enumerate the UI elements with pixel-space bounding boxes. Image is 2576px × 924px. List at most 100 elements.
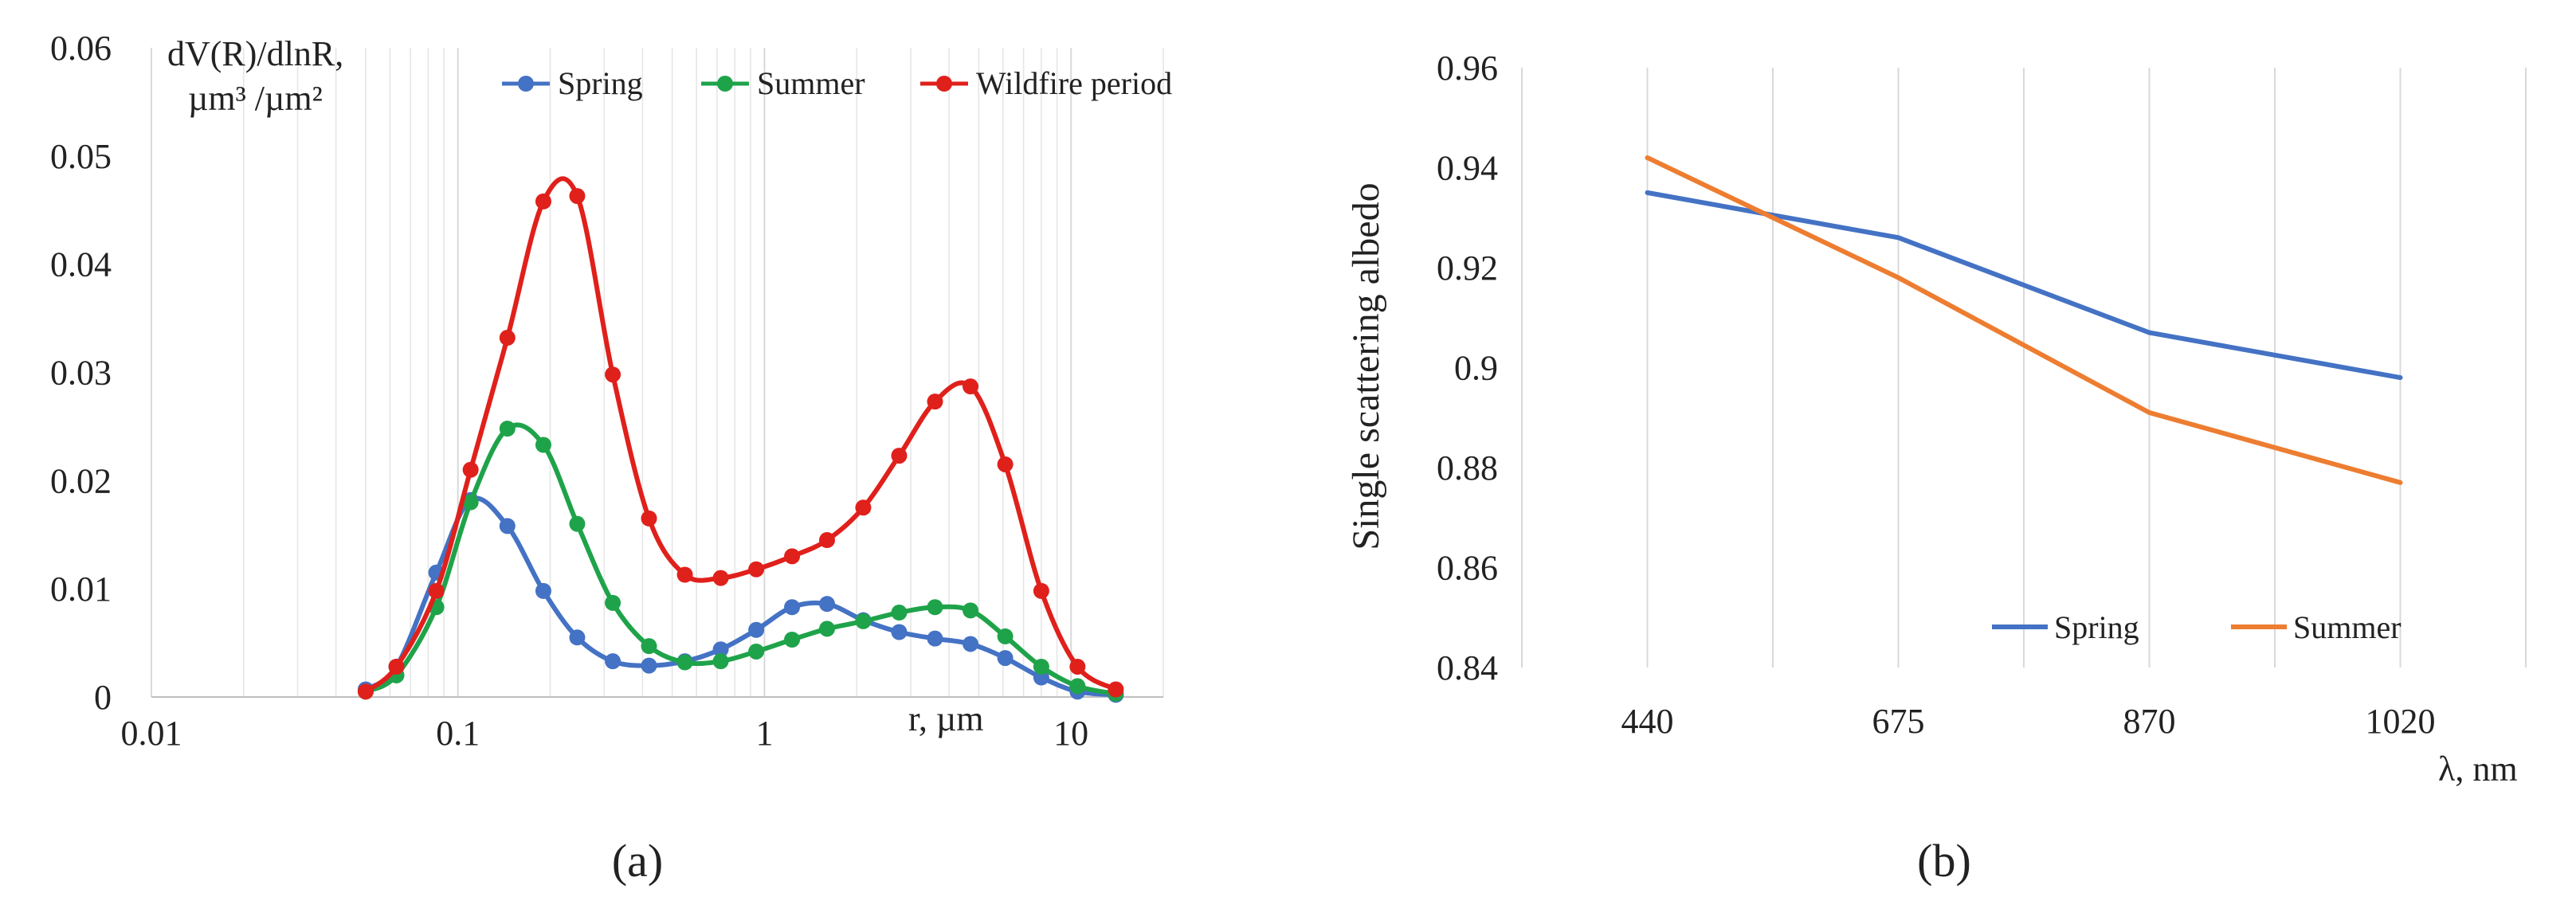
chart-a-data-point bbox=[784, 632, 801, 648]
chart-a-data-point bbox=[712, 641, 729, 658]
chart-b-caption: (b) bbox=[1917, 835, 1971, 887]
chart-b-y-tick-label: 0.92 bbox=[1437, 249, 1498, 288]
chart-a-caption: (a) bbox=[612, 835, 663, 887]
chart-a-data-point bbox=[748, 643, 765, 660]
chart-a-data-point bbox=[927, 630, 943, 647]
chart-a-y-tick-label: 0 bbox=[94, 678, 112, 717]
chart-a-data-point bbox=[676, 566, 693, 583]
chart-b-x-tick-label: 1020 bbox=[2366, 702, 2436, 741]
chart-b-y-tick-label: 0.9 bbox=[1454, 349, 1498, 388]
chart-b-y-tick-label: 0.88 bbox=[1437, 448, 1498, 487]
chart-b-y-ticks: 0.84 0.86 0.88 0.9 0.92 0.94 0.96 bbox=[1437, 49, 1498, 687]
chart-a-x-tick-label: 1 bbox=[755, 714, 773, 753]
chart-a-data-point bbox=[997, 456, 1014, 472]
chart-a-data-point bbox=[997, 628, 1014, 644]
chart-a-data-point bbox=[818, 532, 835, 549]
chart-a-data-point bbox=[748, 561, 765, 578]
chart-a-data-point bbox=[499, 330, 516, 346]
chart-a-data-point bbox=[818, 621, 835, 637]
chart-a-data-point bbox=[569, 629, 586, 646]
legend-spring-marker bbox=[518, 76, 534, 92]
chart-a: 00.010.020.030.040.050.06 0.01 0.1 1 10 dV(… bbox=[50, 29, 1172, 887]
chart-b-data-point bbox=[1645, 155, 1650, 160]
chart-a-xlabel: r, µm bbox=[908, 699, 983, 738]
chart-a-data-point bbox=[818, 596, 835, 613]
chart-a-data-point bbox=[855, 499, 872, 516]
chart-b-series bbox=[1645, 155, 2403, 485]
chart-b-x-tick-label: 440 bbox=[1621, 702, 1674, 741]
chart-b-data-point bbox=[2398, 480, 2403, 485]
chart-a-ylabel-line1: dV(R)/dlnR, bbox=[167, 34, 343, 73]
chart-b-x-tick-label: 675 bbox=[1872, 702, 1925, 741]
chart-b-y-tick-label: 0.86 bbox=[1437, 549, 1498, 588]
chart-a-data-point bbox=[605, 594, 621, 611]
chart-a-data-point bbox=[1033, 582, 1049, 599]
chart-a-data-point bbox=[927, 599, 943, 616]
chart-a-y-ticks: 0 0.01 0.02 0.03 0.04 0.05 0.06 bbox=[50, 29, 112, 717]
chart-a-data-point bbox=[1069, 658, 1086, 675]
chart-a-data-point bbox=[1033, 658, 1049, 675]
chart-a-gridlines bbox=[151, 48, 1164, 697]
chart-b-data-point bbox=[2398, 375, 2403, 381]
chart-a-data-point bbox=[891, 448, 908, 464]
chart-a-data-point bbox=[535, 193, 551, 209]
chart-a-data-point bbox=[891, 605, 908, 621]
chart-b-x-tick-label: 870 bbox=[2123, 702, 2176, 741]
chart-a-data-point bbox=[1069, 678, 1086, 695]
chart-a-y-tick-label: 0.02 bbox=[50, 461, 112, 500]
legend-wildfire-label: Wildfire period bbox=[976, 65, 1172, 101]
chart-a-data-point bbox=[641, 657, 657, 674]
chart-a-y-tick-label: 0.03 bbox=[50, 354, 112, 393]
chart-a-x-tick-label: 0.01 bbox=[121, 714, 182, 753]
chart-a-series-line-3 bbox=[364, 176, 1117, 694]
chart-b-series-line-2 bbox=[1646, 155, 2402, 485]
chart-a-y-tick-label: 0.06 bbox=[50, 29, 112, 68]
chart-b-data-point bbox=[2147, 409, 2152, 415]
legend-b-spring-label: Spring bbox=[2054, 609, 2139, 645]
legend-summer-label: Summer bbox=[757, 65, 865, 101]
chart-b-data-point bbox=[1645, 190, 1650, 195]
chart-a-x-tick-label: 0.1 bbox=[436, 714, 480, 753]
chart-a-data-point bbox=[1108, 681, 1124, 698]
chart-a-data-point bbox=[927, 393, 943, 410]
chart-b-data-point bbox=[1896, 235, 1901, 241]
chart-a-data-point bbox=[388, 658, 405, 675]
chart-a-data-point bbox=[963, 378, 979, 395]
chart-a-data-point bbox=[641, 638, 657, 655]
chart-a-data-point bbox=[357, 683, 374, 700]
chart-a-data-point bbox=[641, 510, 657, 527]
chart-a-data-point bbox=[963, 602, 979, 619]
chart-b-legend: Spring Summer bbox=[1992, 609, 2402, 645]
chart-a-data-point bbox=[499, 518, 516, 534]
chart-a-data-point bbox=[428, 582, 445, 599]
chart-a-data-point bbox=[855, 613, 872, 629]
chart-a-data-point bbox=[676, 654, 693, 671]
chart-a-data-point bbox=[784, 548, 801, 565]
chart-b-y-tick-label: 0.94 bbox=[1437, 149, 1498, 188]
chart-a-data-point bbox=[605, 653, 621, 670]
chart-a-data-point bbox=[535, 582, 551, 599]
chart-a-data-point bbox=[535, 437, 551, 453]
chart-b-data-point bbox=[1896, 275, 1901, 280]
chart-b-ylabel: Single scattering albedo bbox=[1345, 182, 1387, 550]
chart-b-y-tick-label: 0.84 bbox=[1437, 648, 1498, 687]
legend-summer-marker bbox=[717, 76, 733, 92]
chart-a-data-point bbox=[891, 624, 908, 640]
chart-a-data-point bbox=[997, 650, 1014, 667]
chart-a-y-tick-label: 0.04 bbox=[50, 245, 112, 284]
chart-b-x-ticks: 440 675 870 1020 bbox=[1621, 702, 2436, 741]
chart-b-y-tick-label: 0.96 bbox=[1437, 49, 1498, 88]
chart-b-gridlines bbox=[1521, 68, 2527, 668]
legend-wildfire-marker bbox=[936, 76, 952, 92]
chart-a-data-point bbox=[569, 515, 586, 532]
chart-b-data-point bbox=[2147, 330, 2152, 335]
chart-a-data-point bbox=[462, 461, 479, 478]
chart-a-data-point bbox=[712, 570, 729, 586]
chart-a-data-point bbox=[605, 366, 621, 383]
chart-a-data-point bbox=[462, 494, 479, 511]
legend-b-summer-label: Summer bbox=[2293, 609, 2402, 645]
chart-a-data-point bbox=[963, 636, 979, 652]
chart-b-xlabel: λ, nm bbox=[2438, 750, 2518, 789]
chart-a-y-tick-label: 0.01 bbox=[50, 570, 112, 609]
